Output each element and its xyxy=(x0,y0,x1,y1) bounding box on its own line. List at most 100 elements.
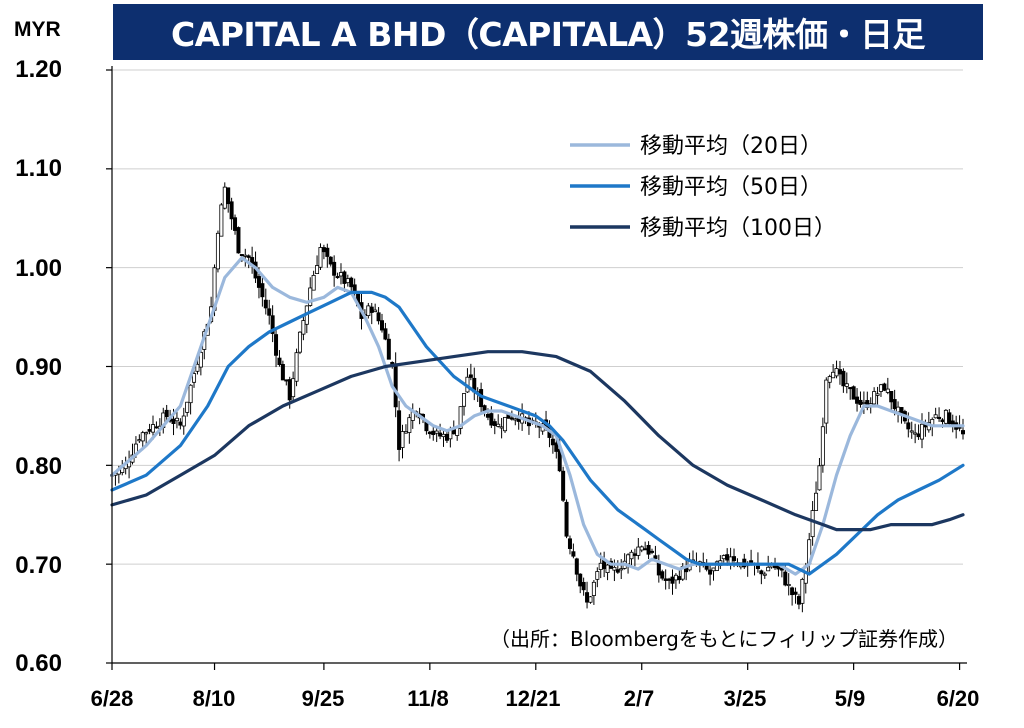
candle-body xyxy=(297,331,302,353)
candle-body xyxy=(154,426,159,429)
candle-body xyxy=(444,433,449,441)
candle-body xyxy=(397,410,402,450)
candle-body xyxy=(140,432,145,442)
candle-body xyxy=(721,555,726,560)
candle-body xyxy=(663,578,668,581)
candle-body xyxy=(226,187,231,205)
ma50-line xyxy=(110,290,965,576)
candle-body xyxy=(373,309,378,313)
candle-body xyxy=(345,278,350,284)
candle-body xyxy=(462,393,467,407)
candle-body xyxy=(267,308,272,316)
candle-body xyxy=(581,581,586,591)
y-tick-label: 1.10 xyxy=(15,155,62,182)
candle-body xyxy=(677,576,682,581)
x-tick-label: 11/8 xyxy=(407,686,449,711)
candle-body xyxy=(831,371,836,379)
candle-body xyxy=(335,276,340,279)
candle-body xyxy=(294,352,299,382)
candle-body xyxy=(615,569,620,573)
candle-body xyxy=(513,418,518,421)
candle-body xyxy=(800,579,805,604)
candle-body xyxy=(858,399,863,405)
candle-body xyxy=(714,561,719,571)
candle-body xyxy=(386,338,391,360)
candle-body xyxy=(834,368,839,377)
candle-body xyxy=(291,378,296,398)
candle-body xyxy=(171,418,176,424)
candle-body xyxy=(301,320,306,335)
candle-body xyxy=(379,320,384,331)
candle-body xyxy=(660,571,665,579)
candle-body xyxy=(591,581,596,596)
candle-body xyxy=(961,430,966,435)
candle-body xyxy=(287,379,292,401)
candle-body xyxy=(814,492,819,511)
y-tick-label: 0.90 xyxy=(15,354,62,381)
candle-body xyxy=(246,255,251,258)
x-axis-tick-labels: 6/28 8/10 9/25 11/8 12/21 2/7 3/25 5/9 6… xyxy=(91,686,980,711)
candle-body xyxy=(670,576,675,584)
candle-body xyxy=(144,432,149,435)
candle-body xyxy=(277,357,282,366)
candle-body xyxy=(725,554,730,561)
candle-body xyxy=(431,430,436,436)
candle-body xyxy=(673,574,678,581)
candle-body xyxy=(489,413,494,426)
candle-body xyxy=(578,573,583,587)
axes xyxy=(106,66,967,670)
candle-body xyxy=(280,363,285,381)
candle-body xyxy=(585,592,590,603)
candle-body xyxy=(653,555,658,559)
candle-body xyxy=(311,274,316,291)
candle-body xyxy=(509,417,514,420)
x-tick-label: 3/25 xyxy=(724,686,767,711)
candle-body xyxy=(383,328,388,340)
candle-body xyxy=(882,383,887,391)
candle-body xyxy=(308,287,313,306)
candle-body xyxy=(810,510,815,538)
candle-body xyxy=(605,564,610,574)
candle-body xyxy=(646,544,651,555)
candle-body xyxy=(711,567,716,572)
legend-label-ma20: 移動平均（20日） xyxy=(640,134,822,159)
x-tick-label: 12/21 xyxy=(505,686,560,711)
x-tick-label: 9/25 xyxy=(302,686,345,711)
x-tick-label: 2/7 xyxy=(624,686,655,711)
candle-body xyxy=(195,363,200,372)
x-tick-label: 6/28 xyxy=(91,686,134,711)
moving-average-lines xyxy=(110,256,965,576)
candle-body xyxy=(588,596,593,603)
candle-body xyxy=(492,421,497,426)
candle-body xyxy=(790,587,795,596)
candle-body xyxy=(181,415,186,427)
candle-body xyxy=(366,305,371,317)
candle-body xyxy=(260,283,265,298)
candle-body xyxy=(503,416,508,432)
candle-body xyxy=(629,551,634,560)
candle-body xyxy=(256,276,261,288)
x-tick-label: 6/20 xyxy=(937,686,980,711)
candle-body xyxy=(222,186,227,209)
candle-body xyxy=(571,551,576,557)
candle-body xyxy=(229,201,234,220)
candle-body xyxy=(434,430,439,434)
candle-body xyxy=(667,578,672,581)
candle-body xyxy=(861,401,866,404)
ma100-line xyxy=(110,350,965,532)
candle-body xyxy=(164,409,169,418)
candle-body xyxy=(875,393,880,396)
candle-body xyxy=(595,571,600,580)
candle-body xyxy=(909,430,914,433)
candle-body xyxy=(369,306,374,313)
candle-body xyxy=(878,384,883,392)
candle-body xyxy=(889,390,894,403)
legend: 移動平均（20日） 移動平均（50日） 移動平均（100日） xyxy=(570,134,836,241)
candle-body xyxy=(178,421,183,426)
candle-body xyxy=(564,501,569,537)
candle-body xyxy=(885,388,890,393)
candle-body xyxy=(598,562,603,570)
grid-lines xyxy=(112,69,963,565)
candle-body xyxy=(499,426,504,429)
candle-body xyxy=(400,431,405,448)
